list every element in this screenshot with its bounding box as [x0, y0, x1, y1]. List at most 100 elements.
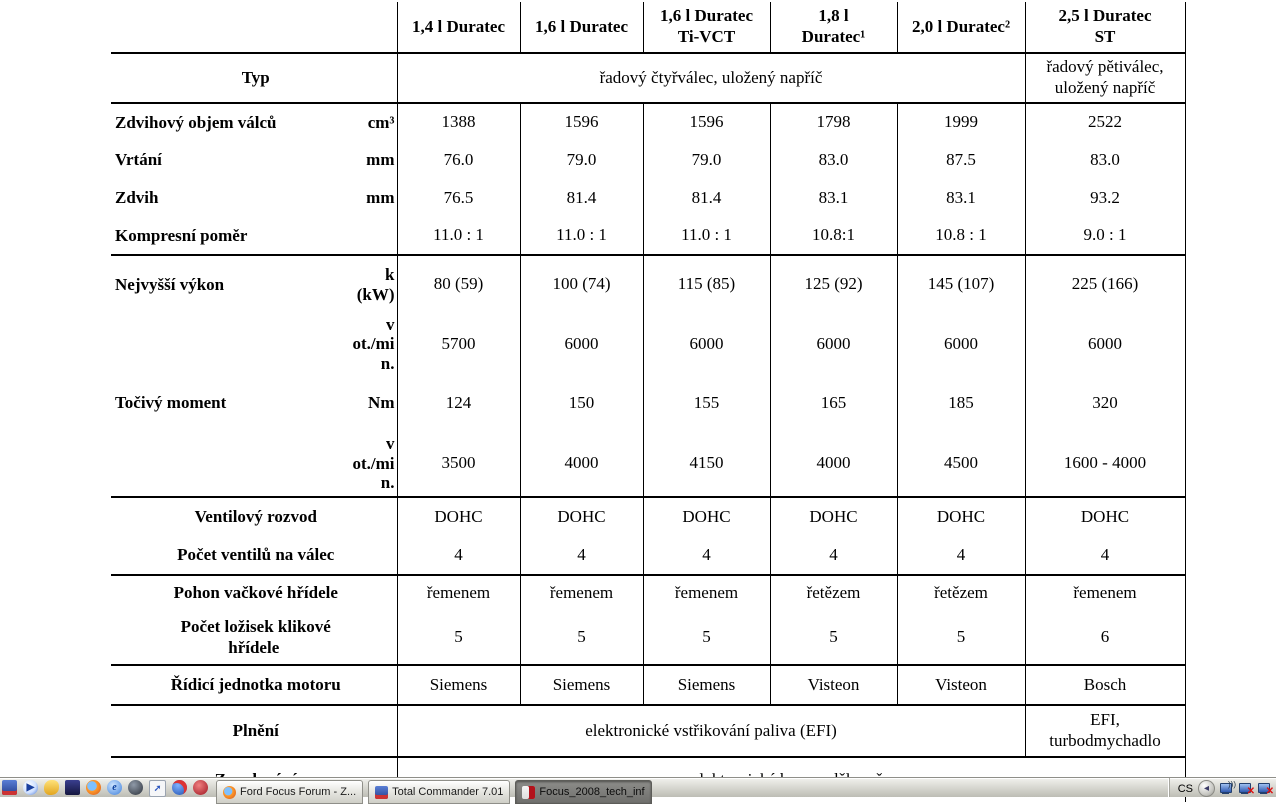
cell: DOHC: [1024, 496, 1186, 536]
dark-ball-icon[interactable]: [128, 780, 143, 795]
taskbar-button-focus-pdf[interactable]: Focus_2008_tech_inf: [515, 780, 652, 804]
cell: 81.4: [519, 179, 643, 217]
cell: DOHC: [519, 496, 643, 536]
table-row: Počet ložisek klikové hřídele 5 5 5 5 5 …: [111, 611, 1186, 665]
column-header: 2,0 l Duratec²: [896, 2, 1025, 54]
cell: DOHC: [642, 496, 770, 536]
hide-icons-chevron-icon[interactable]: ◂: [1198, 780, 1215, 797]
cell: 5: [896, 611, 1025, 665]
cell: 83.0: [769, 141, 897, 179]
taskbar-buttons: Ford Focus Forum - Z... Total Commander …: [216, 778, 652, 804]
cell: 124: [396, 375, 520, 431]
cell: 100 (74): [519, 254, 643, 313]
row-label: Počet ventilů na válec: [177, 544, 335, 564]
table-row: Kompresní poměr 11.0 : 1 11.0 : 1 11.0 :…: [111, 217, 1186, 255]
cell: 185: [896, 375, 1025, 431]
taskbar: ▶ e ➚ Ford Focus Forum - Z... Total Comm…: [0, 777, 1276, 804]
total-commander-icon[interactable]: [2, 780, 17, 795]
cell: 1999: [896, 102, 1025, 141]
row-label: Plnění: [232, 720, 279, 740]
cell: 5700: [396, 313, 520, 375]
cell: 225 (166): [1024, 254, 1186, 313]
cell: 6000: [642, 313, 770, 375]
media-player-icon[interactable]: ▶: [23, 780, 38, 795]
send-to-icon[interactable]: ➚: [149, 780, 166, 797]
cell: 6000: [769, 313, 897, 375]
row-unit: k (kW): [356, 264, 395, 304]
cell: 6000: [519, 313, 643, 375]
cell: Visteon: [896, 664, 1025, 705]
cell: 150: [519, 375, 643, 431]
row-label: Pohon vačkové hřídele: [173, 583, 338, 603]
cell: Visteon: [769, 664, 897, 705]
cell: 165: [769, 375, 897, 431]
row-unit: Nm: [368, 393, 395, 413]
cell: DOHC: [396, 496, 520, 536]
network-offline-icon[interactable]: ✕: [1238, 781, 1255, 797]
row-label: Ventilový rozvod: [194, 506, 317, 526]
red-media-icon[interactable]: [193, 780, 208, 795]
row-unit: mm: [366, 188, 395, 208]
volume-icon[interactable]: ))): [1219, 781, 1236, 796]
typ-span-value: řadový čtyřválec, uložený napříč: [396, 52, 1025, 103]
cell: řemenem: [642, 574, 770, 611]
network-offline-icon-2[interactable]: ✕: [1257, 781, 1274, 797]
cell: 2522: [1024, 102, 1186, 141]
cell: 4: [642, 536, 770, 575]
row-label: Počet ložisek klikové hřídele: [180, 616, 331, 657]
realplayer-icon[interactable]: [172, 780, 187, 795]
row-label: Řídicí jednotka motoru: [170, 674, 341, 694]
taskbar-button-label: Ford Focus Forum - Z...: [240, 786, 357, 798]
cell: 83.0: [1024, 141, 1186, 179]
table-row: Řídicí jednotka motoru Siemens Siemens S…: [111, 664, 1186, 705]
cell: 4: [396, 536, 520, 575]
cell: řemenem: [519, 574, 643, 611]
table-header-row: 1,4 l Duratec 1,6 l Duratec 1,6 l Durate…: [111, 2, 1186, 54]
table-row: Počet ventilů na válec 4 4 4 4 4 4: [111, 536, 1186, 575]
table-row: Zdvihový objem válců cm³ 1388 1596 1596 1…: [111, 102, 1186, 141]
cell: 4500: [896, 431, 1025, 497]
taskbar-button-label: Total Commander 7.01: [392, 786, 504, 798]
thunderbird-icon[interactable]: [44, 780, 59, 795]
cell: 4: [769, 536, 897, 575]
cell: Siemens: [519, 664, 643, 705]
table-row: Vrtání mm 76.0 79.0 79.0 83.0 87.5 83.0: [111, 141, 1186, 179]
row-unit: v ot./mi n.: [352, 314, 395, 373]
cell: 4000: [769, 431, 897, 497]
firefox-icon[interactable]: [86, 780, 101, 795]
internet-explorer-icon[interactable]: e: [107, 780, 122, 795]
column-header: 1,6 l Duratec: [519, 2, 643, 54]
cell: 3500: [396, 431, 520, 497]
table-row: v ot./mi n. 5700 6000 6000 6000 6000 600…: [111, 313, 1186, 375]
column-header: 1,4 l Duratec: [396, 2, 520, 54]
cell: 320: [1024, 375, 1186, 431]
cell: 9.0 : 1: [1024, 217, 1186, 255]
cell: 11.0 : 1: [642, 217, 770, 255]
taskbar-button-ford-focus-forum[interactable]: Ford Focus Forum - Z...: [216, 780, 364, 804]
cell: řetězem: [769, 574, 897, 611]
table-row: Zdvih mm 76.5 81.4 81.4 83.1 83.1 93.2: [111, 179, 1186, 217]
cell: 155: [642, 375, 770, 431]
firefox-icon: [223, 785, 236, 799]
cell: 125 (92): [769, 254, 897, 313]
cell: 4150: [642, 431, 770, 497]
cell: 4: [1024, 536, 1186, 575]
row-label: Nejvyšší výkon: [115, 274, 225, 294]
cell: DOHC: [769, 496, 897, 536]
cell: 1596: [519, 102, 643, 141]
typ-last-value: řadový pětiválec, uložený napříč: [1024, 52, 1186, 103]
pdf-document-icon: [522, 785, 536, 799]
row-label: Točivý moment: [115, 393, 227, 413]
row-label: Typ: [241, 67, 270, 87]
table-row: Ventilový rozvod DOHC DOHC DOHC DOHC DOH…: [111, 496, 1186, 536]
cell: 4: [519, 536, 643, 575]
taskbar-button-total-commander[interactable]: Total Commander 7.01: [368, 780, 511, 804]
row-label: Zdvihový objem válců: [115, 112, 277, 132]
winamp-icon[interactable]: [65, 780, 80, 795]
language-indicator[interactable]: CS: [1177, 782, 1193, 795]
cell: řetězem: [896, 574, 1025, 611]
cell: 83.1: [896, 179, 1025, 217]
cell: 6000: [1024, 313, 1186, 375]
table-row-typ: Typ řadový čtyřválec, uložený napříč řad…: [111, 52, 1186, 103]
cell: 10.8 : 1: [896, 217, 1025, 255]
